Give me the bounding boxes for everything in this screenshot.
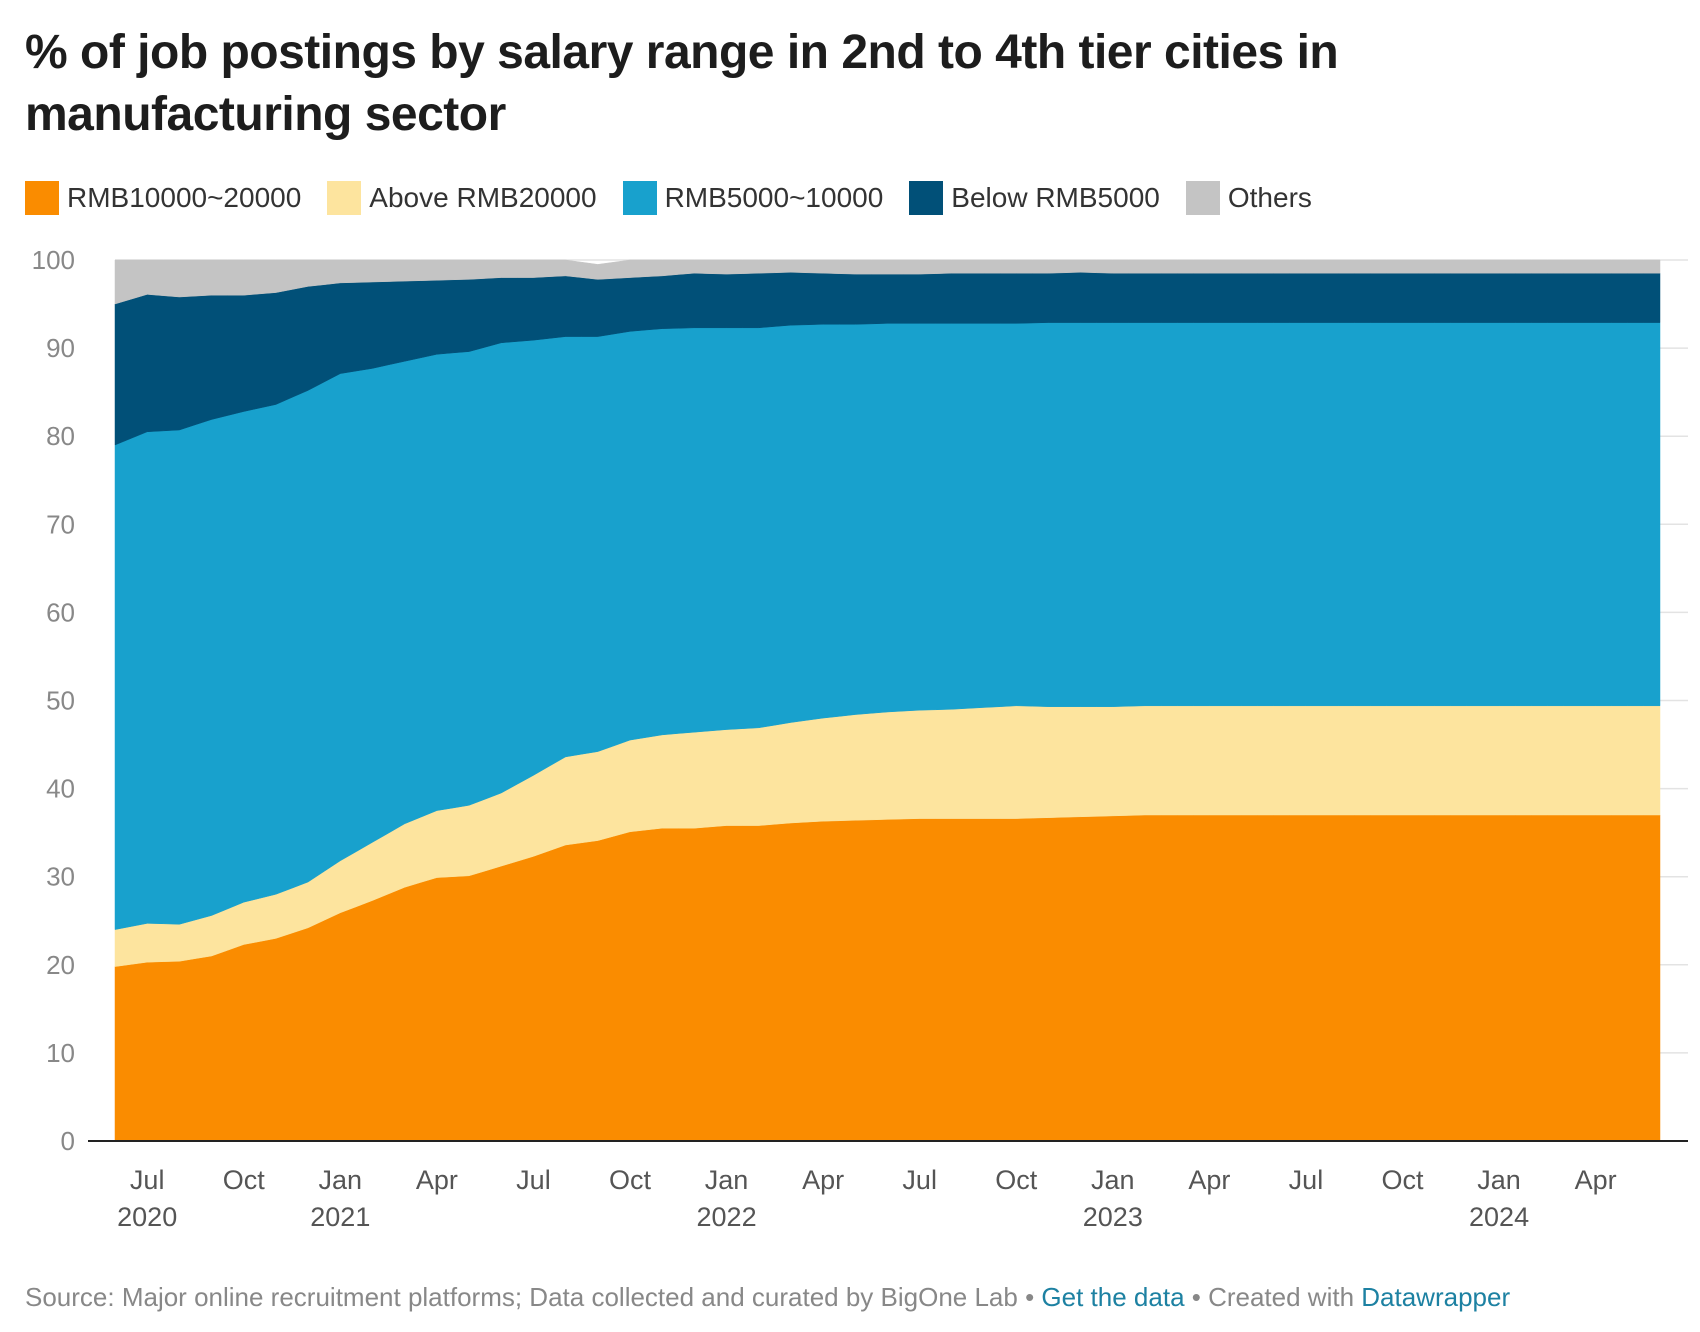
source-text: Source: Major online recruitment platfor… xyxy=(25,1282,1018,1312)
y-tick-label: 0 xyxy=(61,1126,75,1156)
area-others xyxy=(114,259,1661,305)
x-tick-label: Jan xyxy=(1477,1165,1521,1195)
legend: RMB10000~20000 Above RMB20000 RMB5000~10… xyxy=(25,181,1338,215)
x-tick-label: Oct xyxy=(1381,1165,1424,1195)
y-tick-label: 10 xyxy=(46,1038,75,1068)
legend-label: Above RMB20000 xyxy=(369,182,597,213)
x-tick-label: Jul xyxy=(1289,1165,1324,1195)
y-tick-label: 20 xyxy=(46,950,75,980)
x-tick-year-label: 2022 xyxy=(697,1202,757,1232)
x-tick-label: Apr xyxy=(416,1165,458,1195)
x-tick-label: Jul xyxy=(902,1165,937,1195)
legend-label: Below RMB5000 xyxy=(951,182,1160,213)
legend-label: RMB10000~20000 xyxy=(67,182,302,213)
datawrapper-link[interactable]: Datawrapper xyxy=(1361,1282,1511,1312)
legend-item-below-rmb5000[interactable]: Below RMB5000 xyxy=(909,181,1160,215)
legend-item-above-rmb20000[interactable]: Above RMB20000 xyxy=(327,181,597,215)
x-tick-label: Oct xyxy=(609,1165,652,1195)
y-tick-label: 70 xyxy=(46,509,75,539)
axes: 0 10 20 30 40 50 60 70 80 90 100 Jul 2020 Oct Jan 2021 A… xyxy=(32,245,1688,1232)
y-tick-label: 50 xyxy=(46,686,75,716)
stacked-area-chart: 0 10 20 30 40 50 60 70 80 90 100 Jul 2020 Oct Jan 2021 A… xyxy=(32,245,1688,1232)
x-tick-year-label: 2024 xyxy=(1469,1202,1529,1232)
y-tick-label: 30 xyxy=(46,862,75,892)
x-tick-label: Jan xyxy=(705,1165,749,1195)
x-tick-label: Oct xyxy=(223,1165,266,1195)
legend-label: RMB5000~10000 xyxy=(664,182,884,213)
x-tick-label: Apr xyxy=(1188,1165,1230,1195)
footer-separator: • xyxy=(1017,1282,1042,1312)
legend-swatch xyxy=(622,181,657,215)
y-tick-label: 60 xyxy=(46,597,75,627)
footer: Source: Major online recruitment platfor… xyxy=(25,1282,1510,1313)
legend-swatch xyxy=(1185,181,1220,215)
chart-title: % of job postings by salary range in 2nd… xyxy=(25,26,1339,141)
legend-swatch xyxy=(909,181,944,215)
x-tick-label: Jul xyxy=(516,1165,551,1195)
y-tick-label: 100 xyxy=(32,245,75,275)
legend-item-rmb5000-10000[interactable]: RMB5000~10000 xyxy=(622,181,884,215)
x-tick-label: Jan xyxy=(319,1165,363,1195)
x-tick-label: Jan xyxy=(1091,1165,1135,1195)
y-tick-label: 90 xyxy=(46,333,75,363)
legend-item-others[interactable]: Others xyxy=(1185,181,1312,215)
x-tick-year-label: 2021 xyxy=(310,1202,370,1232)
x-tick-year-label: 2023 xyxy=(1083,1202,1143,1232)
x-tick-label: Jul xyxy=(130,1165,165,1195)
legend-item-rmb10000-20000[interactable]: RMB10000~20000 xyxy=(25,181,301,215)
x-tick-label: Oct xyxy=(995,1165,1038,1195)
legend-label: Others xyxy=(1227,182,1312,213)
y-tick-label: 80 xyxy=(46,421,75,451)
legend-swatch xyxy=(327,181,362,215)
x-tick-label: Apr xyxy=(1575,1165,1617,1195)
area-series xyxy=(114,259,1661,1142)
y-tick-label: 40 xyxy=(46,774,75,804)
get-the-data-link[interactable]: Get the data xyxy=(1041,1282,1185,1312)
legend-swatch xyxy=(25,181,59,215)
x-tick-year-label: 2020 xyxy=(117,1202,177,1232)
created-with-text: • Created with xyxy=(1184,1282,1362,1312)
x-tick-label: Apr xyxy=(802,1165,844,1195)
